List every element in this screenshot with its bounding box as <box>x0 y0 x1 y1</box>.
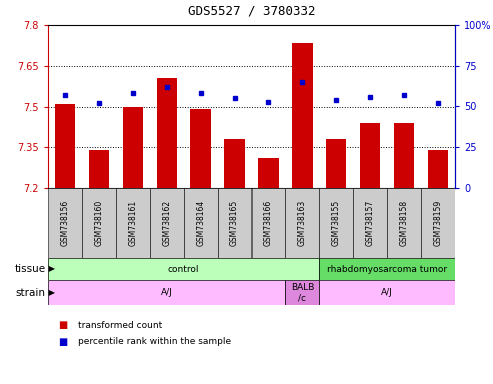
Bar <box>224 139 245 188</box>
Text: control: control <box>168 265 199 273</box>
Bar <box>184 188 217 258</box>
Text: GSM738163: GSM738163 <box>298 200 307 246</box>
Text: GSM738155: GSM738155 <box>332 200 341 246</box>
Bar <box>55 104 75 188</box>
Bar <box>285 188 319 258</box>
Bar <box>292 43 313 188</box>
Bar <box>285 280 319 305</box>
Bar <box>190 109 211 188</box>
Text: GSM738160: GSM738160 <box>94 200 104 246</box>
Bar <box>48 280 285 305</box>
Bar <box>319 188 353 258</box>
Text: ▶: ▶ <box>46 288 55 297</box>
Bar <box>353 188 387 258</box>
Text: tissue: tissue <box>14 264 45 274</box>
Text: GSM738162: GSM738162 <box>162 200 171 246</box>
Bar <box>82 188 116 258</box>
Bar <box>251 188 285 258</box>
Bar <box>116 188 150 258</box>
Bar <box>319 258 455 280</box>
Text: GSM738161: GSM738161 <box>128 200 137 246</box>
Text: ■: ■ <box>58 320 67 330</box>
Text: ▶: ▶ <box>46 265 55 273</box>
Bar <box>319 280 455 305</box>
Text: A/J: A/J <box>161 288 173 297</box>
Bar <box>428 150 448 188</box>
Text: GSM738166: GSM738166 <box>264 200 273 246</box>
Bar <box>326 139 347 188</box>
Text: BALB
/c: BALB /c <box>291 283 314 302</box>
Text: GSM738156: GSM738156 <box>61 200 70 246</box>
Bar <box>89 150 109 188</box>
Bar <box>123 106 143 188</box>
Text: GSM738164: GSM738164 <box>196 200 205 246</box>
Text: transformed count: transformed count <box>77 321 162 329</box>
Text: GSM738158: GSM738158 <box>400 200 409 246</box>
Text: rhabdomyosarcoma tumor: rhabdomyosarcoma tumor <box>327 265 447 273</box>
Bar <box>150 188 184 258</box>
Text: GSM738157: GSM738157 <box>366 200 375 246</box>
Text: ■: ■ <box>58 337 67 347</box>
Text: A/J: A/J <box>381 288 393 297</box>
Text: percentile rank within the sample: percentile rank within the sample <box>77 338 231 346</box>
Text: strain: strain <box>16 288 45 298</box>
Bar <box>360 123 381 188</box>
Text: GSM738159: GSM738159 <box>433 200 443 246</box>
Text: GDS5527 / 3780332: GDS5527 / 3780332 <box>188 5 315 18</box>
Bar <box>387 188 421 258</box>
Bar <box>421 188 455 258</box>
Text: GSM738165: GSM738165 <box>230 200 239 246</box>
Bar <box>394 123 414 188</box>
Bar <box>157 78 177 188</box>
Bar <box>48 258 319 280</box>
Bar <box>48 188 82 258</box>
Bar <box>217 188 251 258</box>
Bar <box>258 158 279 188</box>
